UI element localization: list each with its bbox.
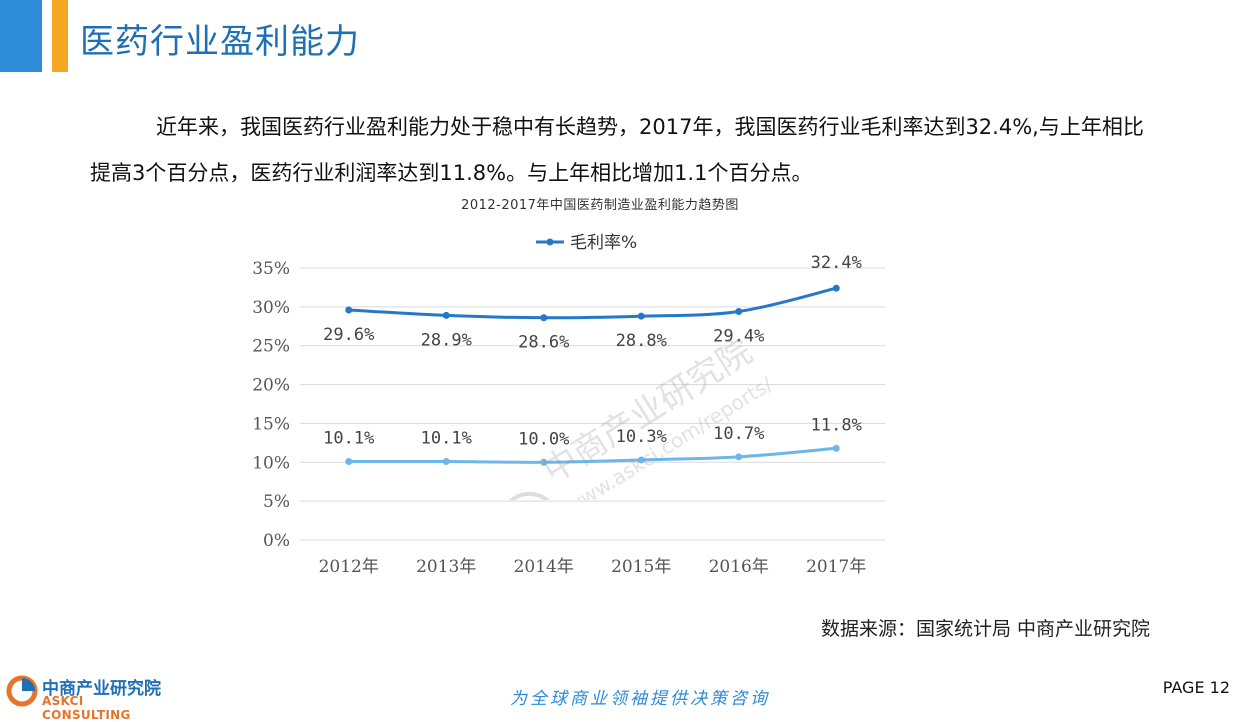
x-tick-label: 2012年 — [319, 557, 379, 577]
data-label: 28.8% — [616, 331, 667, 351]
data-point — [637, 456, 645, 464]
x-tick-label: 2013年 — [416, 557, 476, 577]
x-tick-label: 2017年 — [806, 557, 866, 577]
y-tick-label: 10% — [252, 453, 290, 473]
x-tick-label: 2016年 — [709, 557, 769, 577]
data-point — [345, 306, 353, 314]
x-axis: 2012年 2013年 2014年 2015年 2016年 2017年 — [319, 557, 867, 577]
y-tick-label: 0% — [263, 531, 290, 551]
logo-text-cn: 中商产业研究院 — [42, 679, 161, 699]
data-point — [735, 453, 743, 461]
data-point — [442, 458, 450, 466]
y-tick-label: 30% — [252, 298, 290, 318]
data-point — [832, 284, 840, 292]
data-label: 29.4% — [713, 327, 764, 347]
footer-slogan: 为全球商业领袖提供决策咨询 — [510, 689, 770, 709]
data-label: 10.1% — [323, 429, 374, 449]
x-tick-label: 2015年 — [611, 557, 671, 577]
data-point — [345, 458, 353, 466]
company-logo-icon — [6, 675, 38, 707]
legend-marker — [546, 238, 554, 246]
y-tick-label: 35% — [252, 259, 290, 279]
x-tick-label: 2014年 — [514, 557, 574, 577]
data-point — [540, 314, 548, 322]
header-accent-blue — [0, 0, 42, 72]
y-tick-label: 25% — [252, 337, 290, 357]
data-label: 10.7% — [713, 424, 764, 444]
chart-series — [345, 284, 840, 466]
data-label: 29.6% — [323, 325, 374, 345]
header-accent-orange — [52, 0, 68, 72]
data-label: 32.4% — [811, 253, 862, 273]
legend-label: 毛利率% — [570, 233, 637, 253]
data-point — [735, 308, 743, 316]
data-label: 28.6% — [518, 333, 569, 353]
data-labels: 29.6% 28.9% 28.6% 28.8% 29.4% 32.4% 10.1% 10.1%… — [323, 253, 862, 449]
data-label: 11.8% — [811, 415, 862, 435]
intro-paragraph: 近年来，我国医药行业盈利能力处于稳中有长趋势，2017年，我国医药行业毛利率达到… — [90, 115, 1144, 185]
data-point — [832, 444, 840, 452]
data-label: 28.9% — [421, 330, 472, 350]
page-number: PAGE 12 — [1162, 678, 1230, 697]
y-tick-label: 20% — [252, 376, 290, 396]
data-point — [442, 311, 450, 319]
y-tick-label: 15% — [252, 414, 290, 434]
data-source: 数据来源：国家统计局 中商产业研究院 — [820, 618, 1150, 640]
data-point — [637, 312, 645, 320]
chart-grid — [300, 267, 885, 541]
data-label: 10.3% — [616, 427, 667, 447]
y-tick-label: 5% — [263, 492, 290, 512]
chart-title: 2012-2017年中国医药制造业盈利能力趋势图 — [461, 198, 739, 213]
series-line — [348, 286, 837, 320]
y-axis: 0% 5% 10% 15% 20% 25% 30% 35% — [252, 259, 290, 551]
data-point — [540, 458, 548, 466]
data-label: 10.1% — [421, 429, 472, 449]
data-label: 10.0% — [518, 429, 569, 449]
chart-legend: 毛利率% — [536, 233, 637, 253]
series-line — [348, 446, 837, 464]
page-title: 医药行业盈利能力 — [80, 22, 360, 62]
